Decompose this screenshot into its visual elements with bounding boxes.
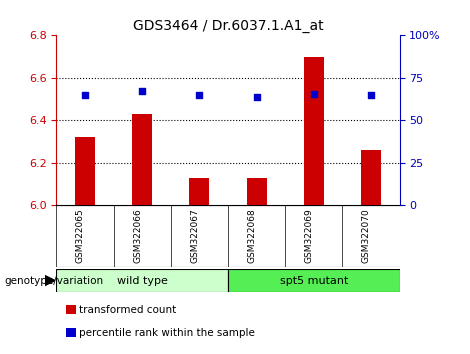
Point — [253, 94, 260, 99]
Title: GDS3464 / Dr.6037.1.A1_at: GDS3464 / Dr.6037.1.A1_at — [133, 19, 323, 33]
Text: transformed count: transformed count — [79, 305, 176, 315]
Text: GSM322070: GSM322070 — [362, 209, 371, 263]
Text: percentile rank within the sample: percentile rank within the sample — [79, 328, 255, 338]
Text: wild type: wild type — [117, 275, 168, 286]
Point — [367, 92, 375, 98]
Bar — [56, 269, 228, 292]
Point — [196, 92, 203, 98]
Point — [81, 92, 89, 98]
Text: GSM322067: GSM322067 — [190, 209, 199, 263]
Bar — [304, 57, 324, 205]
Bar — [132, 114, 152, 205]
Bar — [361, 150, 381, 205]
Bar — [228, 269, 400, 292]
Text: GSM322068: GSM322068 — [248, 209, 257, 263]
Text: GSM322066: GSM322066 — [133, 209, 142, 263]
Text: spt5 mutant: spt5 mutant — [280, 275, 348, 286]
Text: genotype/variation: genotype/variation — [5, 275, 104, 286]
Bar — [189, 178, 209, 205]
Bar — [247, 178, 266, 205]
Text: GSM322065: GSM322065 — [76, 209, 85, 263]
Polygon shape — [45, 275, 55, 286]
Text: GSM322069: GSM322069 — [305, 209, 314, 263]
Point — [310, 91, 318, 97]
Point — [139, 88, 146, 94]
Bar — [75, 137, 95, 205]
